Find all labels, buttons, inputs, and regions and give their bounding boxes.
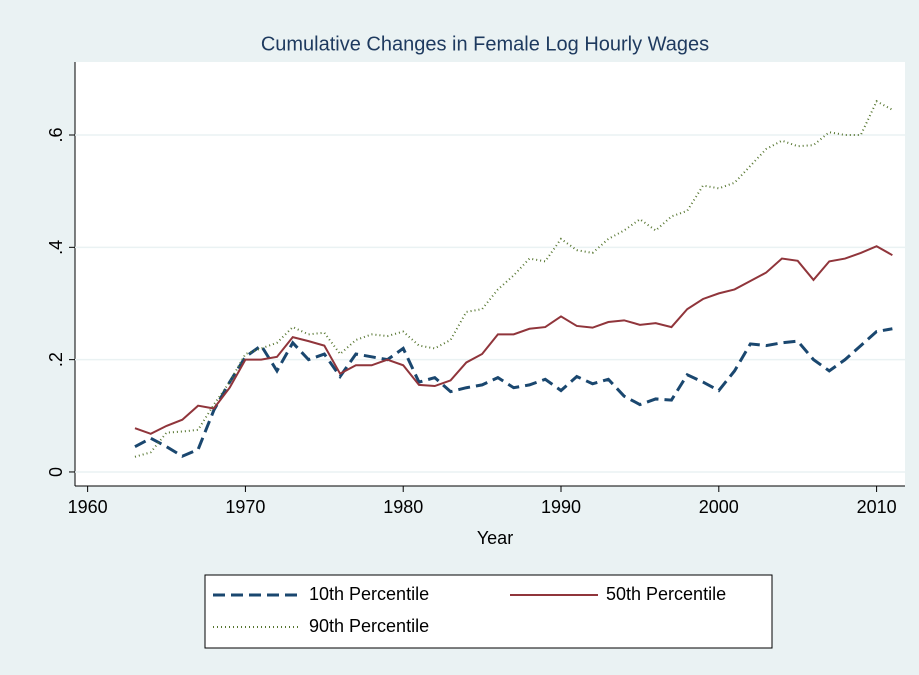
- series-line: [134, 327, 893, 458]
- series-line: [134, 99, 893, 458]
- chart-title: Cumulative Changes in Female Log Hourly …: [261, 33, 709, 55]
- legend-label: 50th Percentile: [606, 584, 726, 604]
- x-axis-label: Year: [477, 528, 513, 548]
- x-tick-label: 1980: [383, 497, 423, 517]
- legend: [204, 574, 773, 649]
- x-tick-label: 1960: [68, 497, 108, 517]
- x-tick-label: 2010: [857, 497, 897, 517]
- plot-area: [75, 62, 905, 486]
- legend-label: 90th Percentile: [309, 616, 429, 636]
- x-tick-label: 2000: [699, 497, 739, 517]
- legend-label: 10th Percentile: [309, 584, 429, 604]
- y-tick-label: .6: [46, 127, 66, 142]
- y-tick-label: .4: [46, 240, 66, 255]
- series-line: [134, 245, 893, 435]
- y-tick-label: .2: [46, 352, 66, 367]
- x-tick-label: 1990: [541, 497, 581, 517]
- y-tick-label: 0: [46, 467, 66, 477]
- x-tick-label: 1970: [225, 497, 265, 517]
